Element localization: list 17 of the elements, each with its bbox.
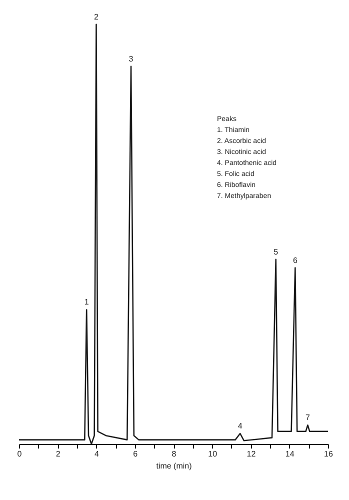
x-tick-label: 12 bbox=[246, 450, 256, 458]
annotation: 1 bbox=[84, 298, 90, 307]
x-tick-label: 8 bbox=[172, 450, 177, 458]
x-tick-label: 6 bbox=[133, 450, 138, 458]
annotation: 7 bbox=[305, 413, 310, 422]
annotation: 2 bbox=[94, 12, 100, 22]
annotation: 6 bbox=[292, 256, 298, 265]
annotation: 4 bbox=[238, 422, 243, 431]
x-tick-label: 10 bbox=[208, 450, 218, 458]
x-tick-label: 14 bbox=[285, 450, 295, 458]
x-tick-label: 4 bbox=[94, 450, 100, 458]
x-tick-label: 16 bbox=[324, 450, 334, 458]
x-tick-label: 0 bbox=[17, 450, 22, 458]
x-tick-label: 2 bbox=[56, 450, 61, 458]
annotation: 5 bbox=[274, 247, 279, 256]
x-axis-title: time (min) bbox=[156, 462, 192, 470]
annotation: 3 bbox=[128, 54, 134, 64]
